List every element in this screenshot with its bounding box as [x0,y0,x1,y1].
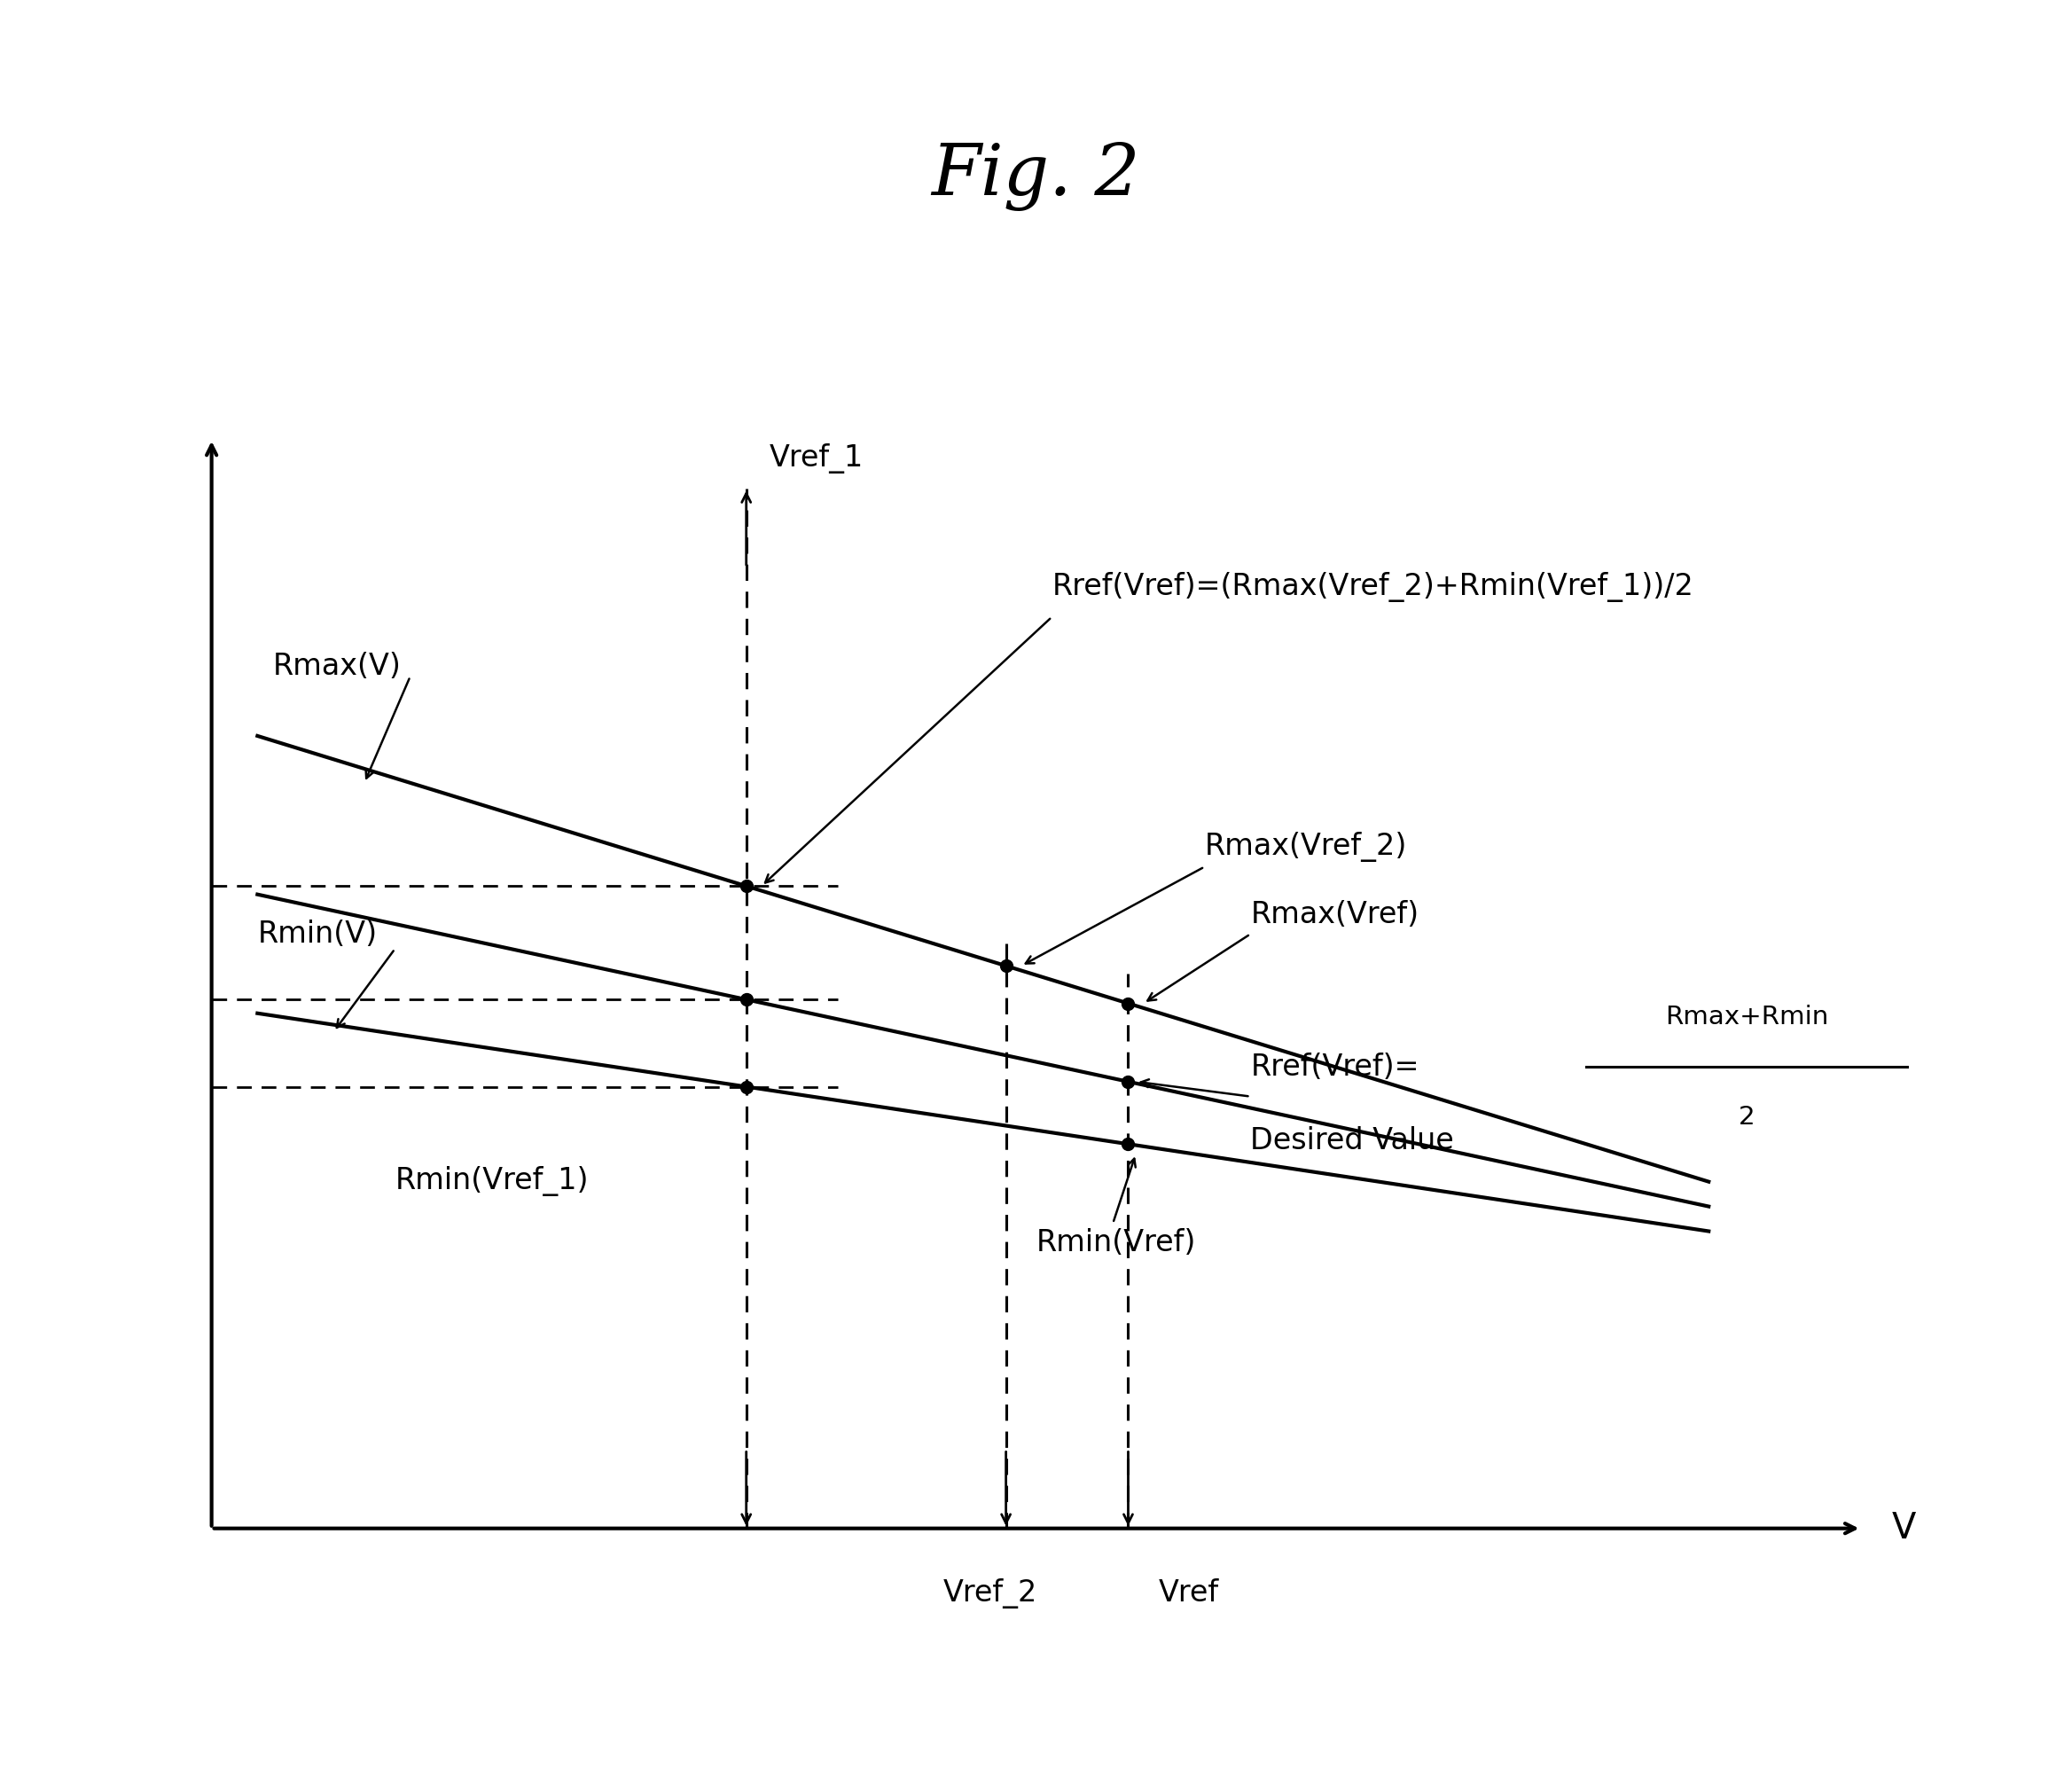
Text: Desired Value: Desired Value [1249,1127,1455,1155]
Point [1111,1130,1144,1159]
Point [990,952,1024,980]
Point [729,1072,762,1100]
Point [729,872,762,900]
Point [1111,989,1144,1017]
Text: Vref_1: Vref_1 [769,444,864,474]
Text: Rmax+Rmin: Rmax+Rmin [1666,1005,1830,1030]
Text: Rmax(V): Rmax(V) [274,653,402,681]
Text: Rmin(V): Rmin(V) [257,920,377,948]
Text: Rref(Vref)=: Rref(Vref)= [1249,1053,1419,1081]
Point [729,985,762,1014]
Text: Rmax(Vref_2): Rmax(Vref_2) [1204,831,1407,862]
Text: Vref_2: Vref_2 [943,1578,1038,1608]
Text: Rref(Vref)=(Rmax(Vref_2)+Rmin(Vref_1))/2: Rref(Vref)=(Rmax(Vref_2)+Rmin(Vref_1))/2 [1053,571,1693,603]
Text: Rmin(Vref_1): Rmin(Vref_1) [396,1166,588,1196]
Text: Fig. 2: Fig. 2 [932,142,1140,212]
Text: 2: 2 [1738,1104,1755,1129]
Text: Rmax(Vref): Rmax(Vref) [1249,900,1419,929]
Text: V: V [1892,1511,1917,1546]
Text: Rmin(Vref): Rmin(Vref) [1036,1228,1196,1258]
Point [1111,1067,1144,1095]
Text: Vref: Vref [1158,1578,1218,1608]
